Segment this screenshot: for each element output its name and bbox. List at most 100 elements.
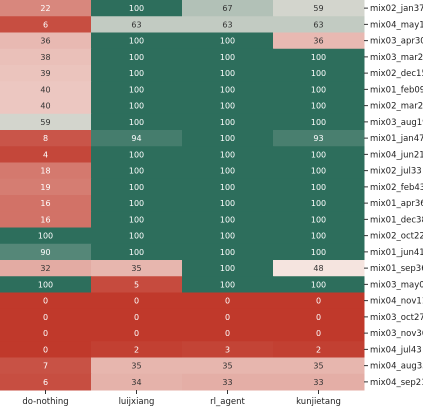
heatmap-cell-value: 100 [129, 183, 144, 192]
heatmap-cell [0, 260, 92, 277]
heatmap-cell [91, 211, 183, 228]
heatmap-cell [0, 97, 92, 115]
heatmap-cell-value: 100 [311, 118, 326, 127]
heatmap-cell-value: 100 [129, 37, 144, 46]
heatmap-cell-value: 100 [129, 215, 144, 224]
heatmap-cell-value: 0 [43, 313, 48, 322]
heatmap-cell [182, 341, 274, 358]
heatmap-cell [273, 308, 365, 326]
heatmap-cell [182, 162, 274, 180]
heatmap-cell [182, 65, 274, 82]
heatmap-cell-value: 3 [225, 345, 230, 354]
heatmap-cell [0, 227, 92, 245]
heatmap-cell [273, 357, 365, 375]
heatmap-cell-value: 35 [313, 362, 323, 371]
heatmap-cell-value: 6 [43, 378, 48, 387]
row-label: mix01_apr36 [370, 199, 423, 209]
heatmap-cell-value: 100 [311, 102, 326, 111]
heatmap-cell [0, 130, 92, 147]
heatmap-cell-value: 16 [40, 199, 50, 208]
heatmap-cell-value: 19 [40, 183, 50, 192]
heatmap-cell [91, 260, 183, 277]
heatmap-cell [273, 341, 365, 358]
heatmap-cell [0, 276, 92, 293]
heatmap-cell [182, 81, 274, 98]
heatmap-cell [182, 32, 274, 50]
heatmap-cell-value: 63 [222, 20, 232, 29]
heatmap-cell [182, 178, 274, 196]
heatmap-cell [91, 65, 183, 82]
heatmap-cell [0, 211, 92, 228]
heatmap-cell-value: 100 [129, 248, 144, 257]
heatmap-cell-value: 100 [220, 37, 235, 46]
heatmap-cell-value: 100 [129, 150, 144, 159]
heatmap-cell-value: 90 [40, 248, 50, 257]
heatmap-cell-value: 100 [311, 199, 326, 208]
heatmap-cell-value: 40 [40, 102, 50, 111]
heatmap-cell-value: 100 [220, 118, 235, 127]
heatmap-cell-value: 100 [220, 215, 235, 224]
row-label: mix04_may10 [370, 20, 423, 30]
heatmap-cell-value: 0 [225, 313, 230, 322]
heatmap-cell [91, 243, 183, 261]
heatmap-cell-value: 0 [316, 297, 321, 306]
heatmap-cell-value: 100 [129, 118, 144, 127]
heatmap-cell [182, 243, 274, 261]
heatmap-cell-value: 100 [220, 167, 235, 176]
heatmap-cell [91, 146, 183, 163]
heatmap-cell [91, 292, 183, 310]
heatmap-cell-value: 5 [134, 280, 139, 289]
heatmap-cell [273, 162, 365, 180]
heatmap-cell [91, 341, 183, 358]
heatmap-cell [182, 0, 274, 17]
row-label: mix04_nov11 [370, 297, 423, 307]
heatmap-cell [273, 325, 365, 342]
heatmap-cell [91, 113, 183, 131]
heatmap-cell [182, 227, 274, 245]
heatmap-cell-value: 100 [311, 150, 326, 159]
row-label: mix02_dec15 [370, 69, 423, 79]
heatmap-cell [91, 227, 183, 245]
heatmap-cell [273, 0, 365, 17]
heatmap-cell [0, 146, 92, 163]
heatmap-cell-value: 0 [134, 329, 139, 338]
heatmap-cell [91, 195, 183, 212]
row-label: mix04_jul43 [370, 345, 422, 355]
row-label: mix01_jan47 [370, 134, 423, 144]
heatmap-cell [91, 48, 183, 66]
heatmap-cell-value: 33 [313, 378, 323, 387]
row-label: mix04_aug35 [370, 362, 423, 372]
heatmap-cell-value: 40 [40, 85, 50, 94]
heatmap-cell [0, 32, 92, 50]
heatmap-cell-value: 100 [129, 85, 144, 94]
row-label: mix04_sep21 [370, 378, 423, 388]
heatmap-cell [0, 0, 92, 17]
heatmap-cell-value: 100 [220, 134, 235, 143]
heatmap-cell [0, 81, 92, 98]
heatmap-cell-value: 39 [40, 69, 50, 78]
heatmap-cell [182, 260, 274, 277]
heatmap-cell-value: 67 [222, 4, 232, 13]
heatmap-cell [0, 243, 92, 261]
heatmap-cell-value: 100 [129, 102, 144, 111]
heatmap-cell-value: 100 [220, 280, 235, 289]
heatmap-cell [91, 178, 183, 196]
column-label: do-nothing [22, 397, 68, 407]
heatmap-cell-value: 100 [311, 232, 326, 241]
heatmap-cell [0, 325, 92, 342]
heatmap-cell-value: 0 [225, 297, 230, 306]
heatmap-cell-value: 94 [131, 134, 141, 143]
heatmap-cell [0, 357, 92, 375]
heatmap-cell-value: 0 [43, 329, 48, 338]
heatmap-cell-value: 38 [40, 53, 50, 62]
heatmap-cell-value: 33 [222, 378, 232, 387]
heatmap-cell-value: 59 [313, 4, 323, 13]
row-label: mix02_jan37 [370, 4, 423, 14]
heatmap-cell [182, 146, 274, 163]
heatmap-cell-value: 100 [311, 53, 326, 62]
heatmap-cell [0, 113, 92, 131]
heatmap-cell [0, 195, 92, 212]
heatmap-cell [0, 178, 92, 196]
row-label: mix04_jun21 [370, 150, 423, 160]
heatmap-cell-value: 8 [43, 134, 48, 143]
